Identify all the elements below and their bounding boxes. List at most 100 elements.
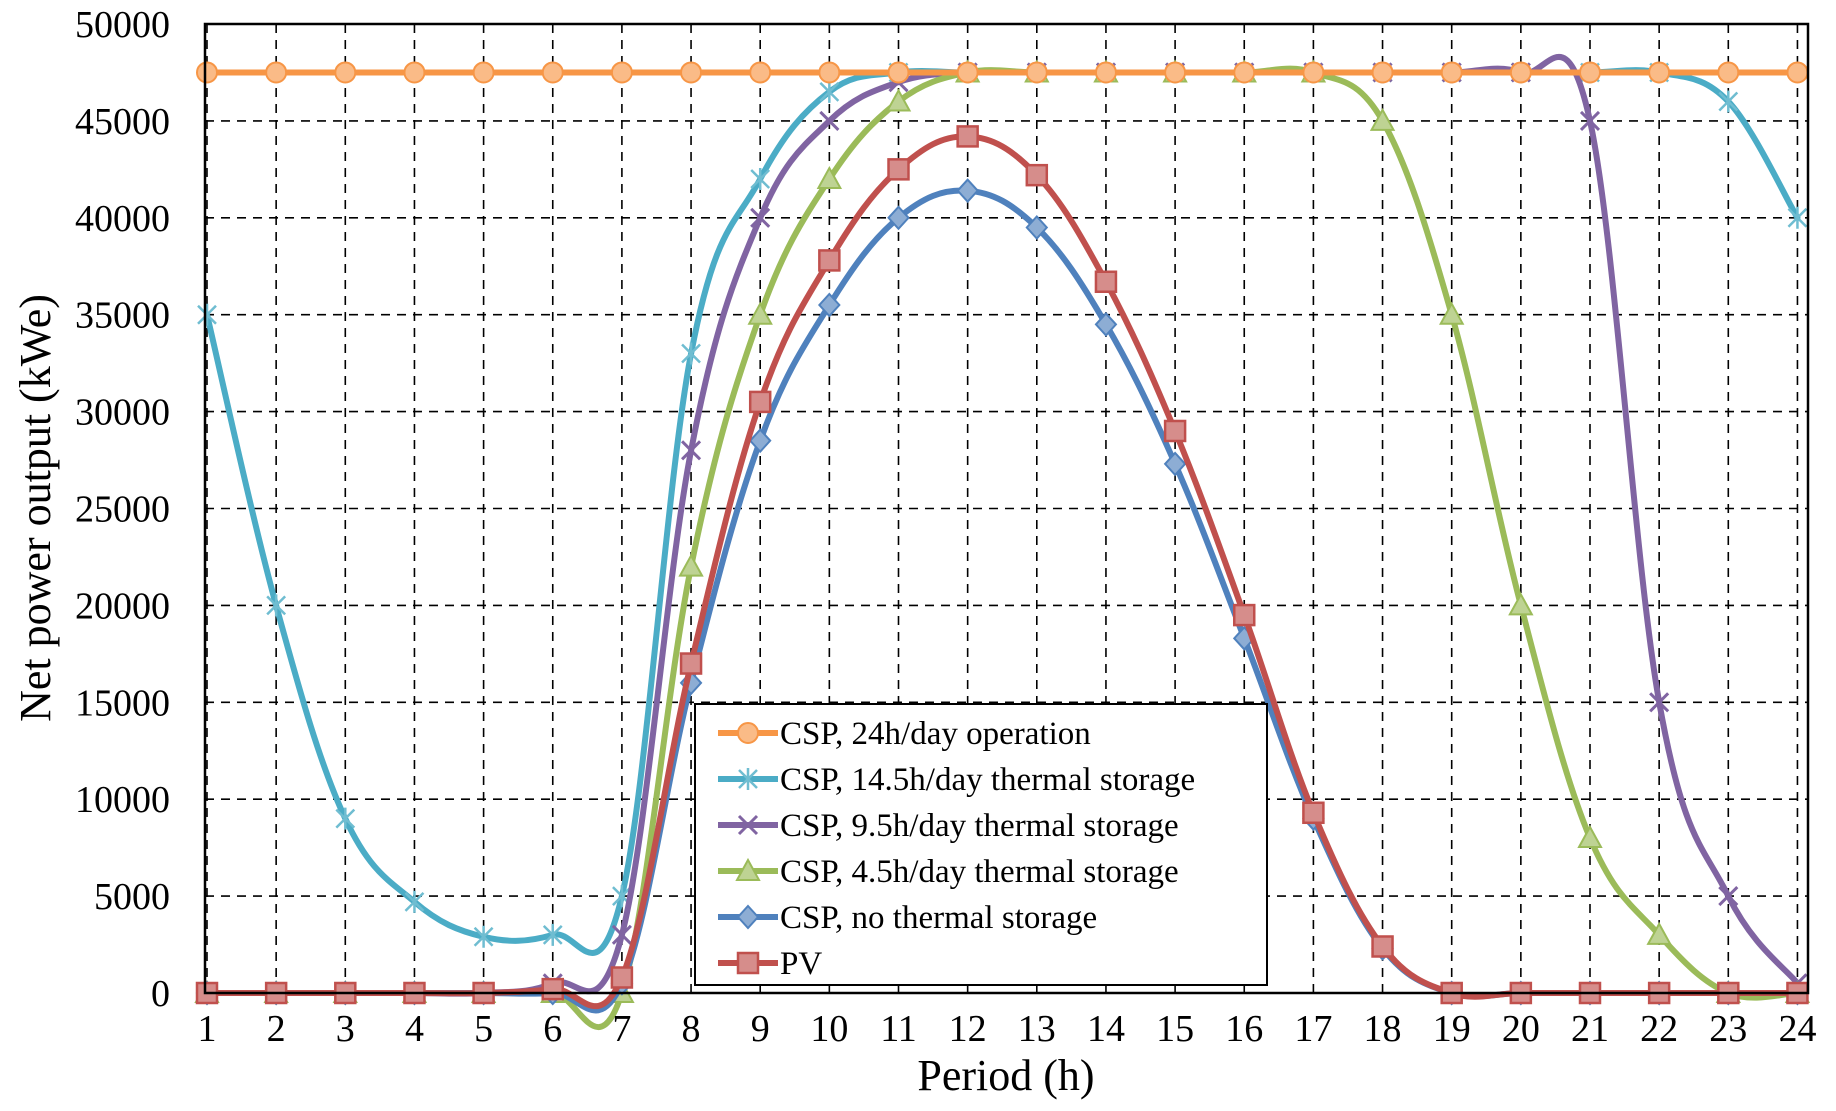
- x-tick-label: 4: [405, 1008, 424, 1050]
- y-tick-label: 10000: [75, 779, 170, 821]
- data-point: [1649, 692, 1670, 713]
- data-point: [1094, 270, 1118, 294]
- data-point: [817, 292, 841, 318]
- x-tick-label: 19: [1433, 1008, 1471, 1050]
- data-point: [887, 205, 910, 231]
- data-point: [748, 428, 772, 454]
- x-tick-label: 21: [1571, 1008, 1609, 1050]
- y-tick-label: 50000: [75, 4, 170, 46]
- data-point: [403, 61, 426, 84]
- data-point: [334, 61, 357, 84]
- legend-box: [694, 703, 1268, 986]
- data-point: [541, 61, 564, 84]
- legend-label: CSP, 9.5h/day thermal storage: [780, 808, 1179, 844]
- data-point: [1440, 61, 1463, 84]
- data-point: [541, 977, 564, 1001]
- data-point: [956, 125, 979, 148]
- legend-marker: [735, 857, 761, 881]
- data-point: [1233, 603, 1256, 627]
- data-point: [1786, 61, 1809, 84]
- x-axis-ticks: 1 2 3 4 5 6 7 8 9 10 11 12 13 14 15 16 17 18 19 20 21 22 23 24: [198, 1008, 1817, 1050]
- data-point: [542, 923, 563, 946]
- data-point: [1371, 61, 1394, 84]
- y-tick-label: 20000: [75, 585, 170, 627]
- plot-frame: [203, 22, 1810, 995]
- x-tick-label: 18: [1364, 1008, 1402, 1050]
- data-point: [1787, 206, 1808, 229]
- data-point: [1369, 107, 1396, 131]
- data-point: [1094, 61, 1117, 84]
- data-point: [885, 88, 912, 112]
- data-point: [1163, 451, 1187, 477]
- data-point: [818, 249, 841, 272]
- data-point: [610, 61, 633, 84]
- x-tick-label: 17: [1294, 1008, 1332, 1050]
- data-point: [1371, 935, 1394, 958]
- x-tick-label: 10: [810, 1008, 848, 1050]
- data-point: [887, 158, 910, 181]
- x-tick-label: 20: [1502, 1008, 1540, 1050]
- y-tick-label: 30000: [75, 392, 170, 434]
- data-point: [1025, 61, 1048, 84]
- data-point: [1302, 61, 1325, 84]
- legend-marker: [736, 904, 760, 930]
- legend-item: CSP, 14.5h/day thermal storage: [718, 762, 1195, 798]
- x-tick-label: 13: [1018, 1008, 1056, 1050]
- data-point: [747, 301, 773, 325]
- data-point: [335, 807, 356, 830]
- x-tick-label: 3: [336, 1008, 355, 1050]
- y-tick-label: 45000: [75, 101, 170, 143]
- data-point: [404, 890, 425, 913]
- data-point: [1439, 301, 1465, 325]
- data-point: [819, 80, 840, 103]
- legend-marker: [737, 814, 759, 836]
- data-point: [266, 594, 287, 617]
- y-tick-label: 40000: [75, 198, 170, 240]
- data-point: [1302, 801, 1325, 825]
- legend-label: CSP, 4.5h/day thermal storage: [780, 854, 1179, 890]
- legend-marker: [738, 768, 758, 790]
- y-tick-label: 0: [151, 973, 170, 1015]
- x-tick-label: 1: [198, 1008, 217, 1050]
- x-tick-label: 16: [1225, 1008, 1263, 1050]
- x-tick-label: 12: [949, 1008, 987, 1050]
- y-tick-label: 15000: [75, 682, 170, 724]
- legend-items: CSP, 24h/day operation CSP, 14.5h/day the…: [718, 716, 1195, 982]
- data-point: [1648, 61, 1671, 84]
- legend-marker: [737, 722, 759, 744]
- data-point: [818, 61, 841, 84]
- y-axis-ticks: 0 5000 10000 15000 20000 25000 30000 35000 40000…: [75, 4, 170, 1015]
- x-tick-label: 11: [880, 1008, 917, 1050]
- legend-item: CSP, 9.5h/day thermal storage: [718, 808, 1179, 844]
- y-tick-label: 5000: [94, 876, 170, 918]
- data-point: [196, 61, 218, 84]
- data-point: [816, 165, 843, 190]
- data-point: [1025, 163, 1049, 187]
- data-point: [680, 61, 703, 84]
- data-point: [750, 168, 771, 191]
- legend-label: CSP, no thermal storage: [780, 900, 1097, 936]
- x-tick-label: 14: [1087, 1008, 1125, 1050]
- data-point: [679, 652, 703, 675]
- data-point: [1508, 592, 1534, 616]
- legend-marker: [736, 951, 760, 975]
- data-point: [680, 440, 702, 461]
- x-tick-label: 5: [474, 1008, 493, 1050]
- data-point: [1579, 61, 1601, 84]
- data-point: [1164, 61, 1187, 84]
- legend: CSP, 24h/day operation CSP, 14.5h/day the…: [694, 703, 1268, 986]
- x-tick-label: 6: [543, 1008, 562, 1050]
- x-tick-label: 15: [1156, 1008, 1194, 1050]
- x-tick-label: 7: [612, 1008, 631, 1050]
- data-point: [265, 61, 288, 84]
- data-point: [681, 342, 701, 365]
- x-tick-label: 24: [1778, 1008, 1816, 1050]
- legend-item: CSP, no thermal storage: [718, 900, 1097, 936]
- legend-item: CSP, 24h/day operation: [718, 716, 1091, 752]
- x-tick-label: 22: [1640, 1008, 1678, 1050]
- data-point: [1163, 419, 1187, 443]
- x-tick-label: 2: [267, 1008, 286, 1050]
- data-point: [1717, 61, 1740, 84]
- data-point: [1646, 921, 1672, 945]
